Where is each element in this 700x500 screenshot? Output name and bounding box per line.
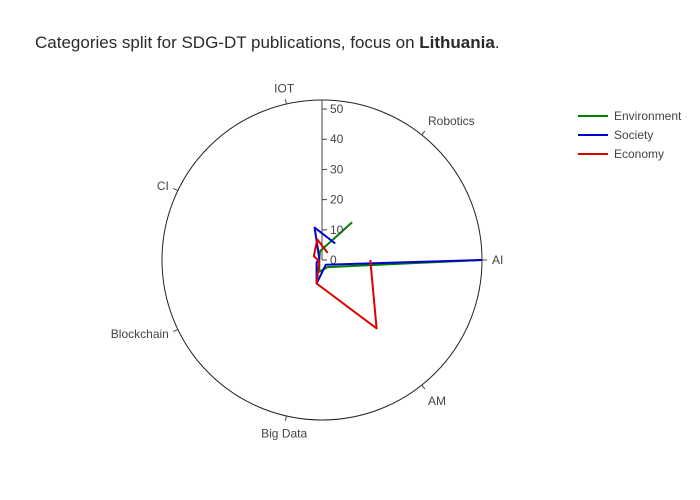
legend-item[interactable]: Environment <box>578 106 681 125</box>
legend: Environment Society Economy <box>578 106 681 163</box>
chart-title-suffix: . <box>494 33 500 52</box>
angular-tick <box>284 99 287 105</box>
legend-label: Economy <box>614 146 665 161</box>
legend-swatch <box>578 152 608 155</box>
series-line[interactable] <box>312 238 378 330</box>
angular-tick <box>284 415 287 421</box>
category-label: Blockchain <box>111 327 169 341</box>
legend-item[interactable]: Society <box>578 125 681 144</box>
radial-tick-label: 40 <box>330 132 344 146</box>
angular-tick <box>421 130 426 136</box>
legend-label: Society <box>614 127 654 142</box>
angular-tick <box>173 328 179 333</box>
radial-tick-label: 50 <box>330 102 344 116</box>
category-label: AI <box>492 253 503 267</box>
legend-item[interactable]: Economy <box>578 144 681 163</box>
radial-tick-label: 10 <box>330 223 344 237</box>
polar-grid <box>161 99 487 421</box>
category-label: CI <box>157 179 169 193</box>
legend-swatch <box>578 114 608 117</box>
legend-swatch <box>578 133 608 136</box>
axis-labels: 0 10 20 30 40 50 AI AM Big Data Blockchain CI IOT Ro… <box>111 81 504 440</box>
chart-title: Categories split for SDG-DT publications… <box>35 33 500 53</box>
radial-tick-label: 0 <box>330 253 337 267</box>
legend-label: Environment <box>614 108 682 123</box>
radial-tick-label: 20 <box>330 193 344 207</box>
chart-title-country: Lithuania <box>419 33 495 52</box>
series-layer <box>312 221 483 330</box>
angular-tick <box>173 187 179 192</box>
radial-tick-label: 30 <box>330 162 344 176</box>
category-label: IOT <box>274 81 295 95</box>
angular-tick <box>421 384 426 390</box>
series-line[interactable] <box>313 226 483 285</box>
category-label: Robotics <box>428 114 475 128</box>
category-label: Big Data <box>261 427 307 441</box>
category-label: AM <box>428 394 446 408</box>
chart-title-prefix: Categories split for SDG-DT publications… <box>35 33 420 52</box>
